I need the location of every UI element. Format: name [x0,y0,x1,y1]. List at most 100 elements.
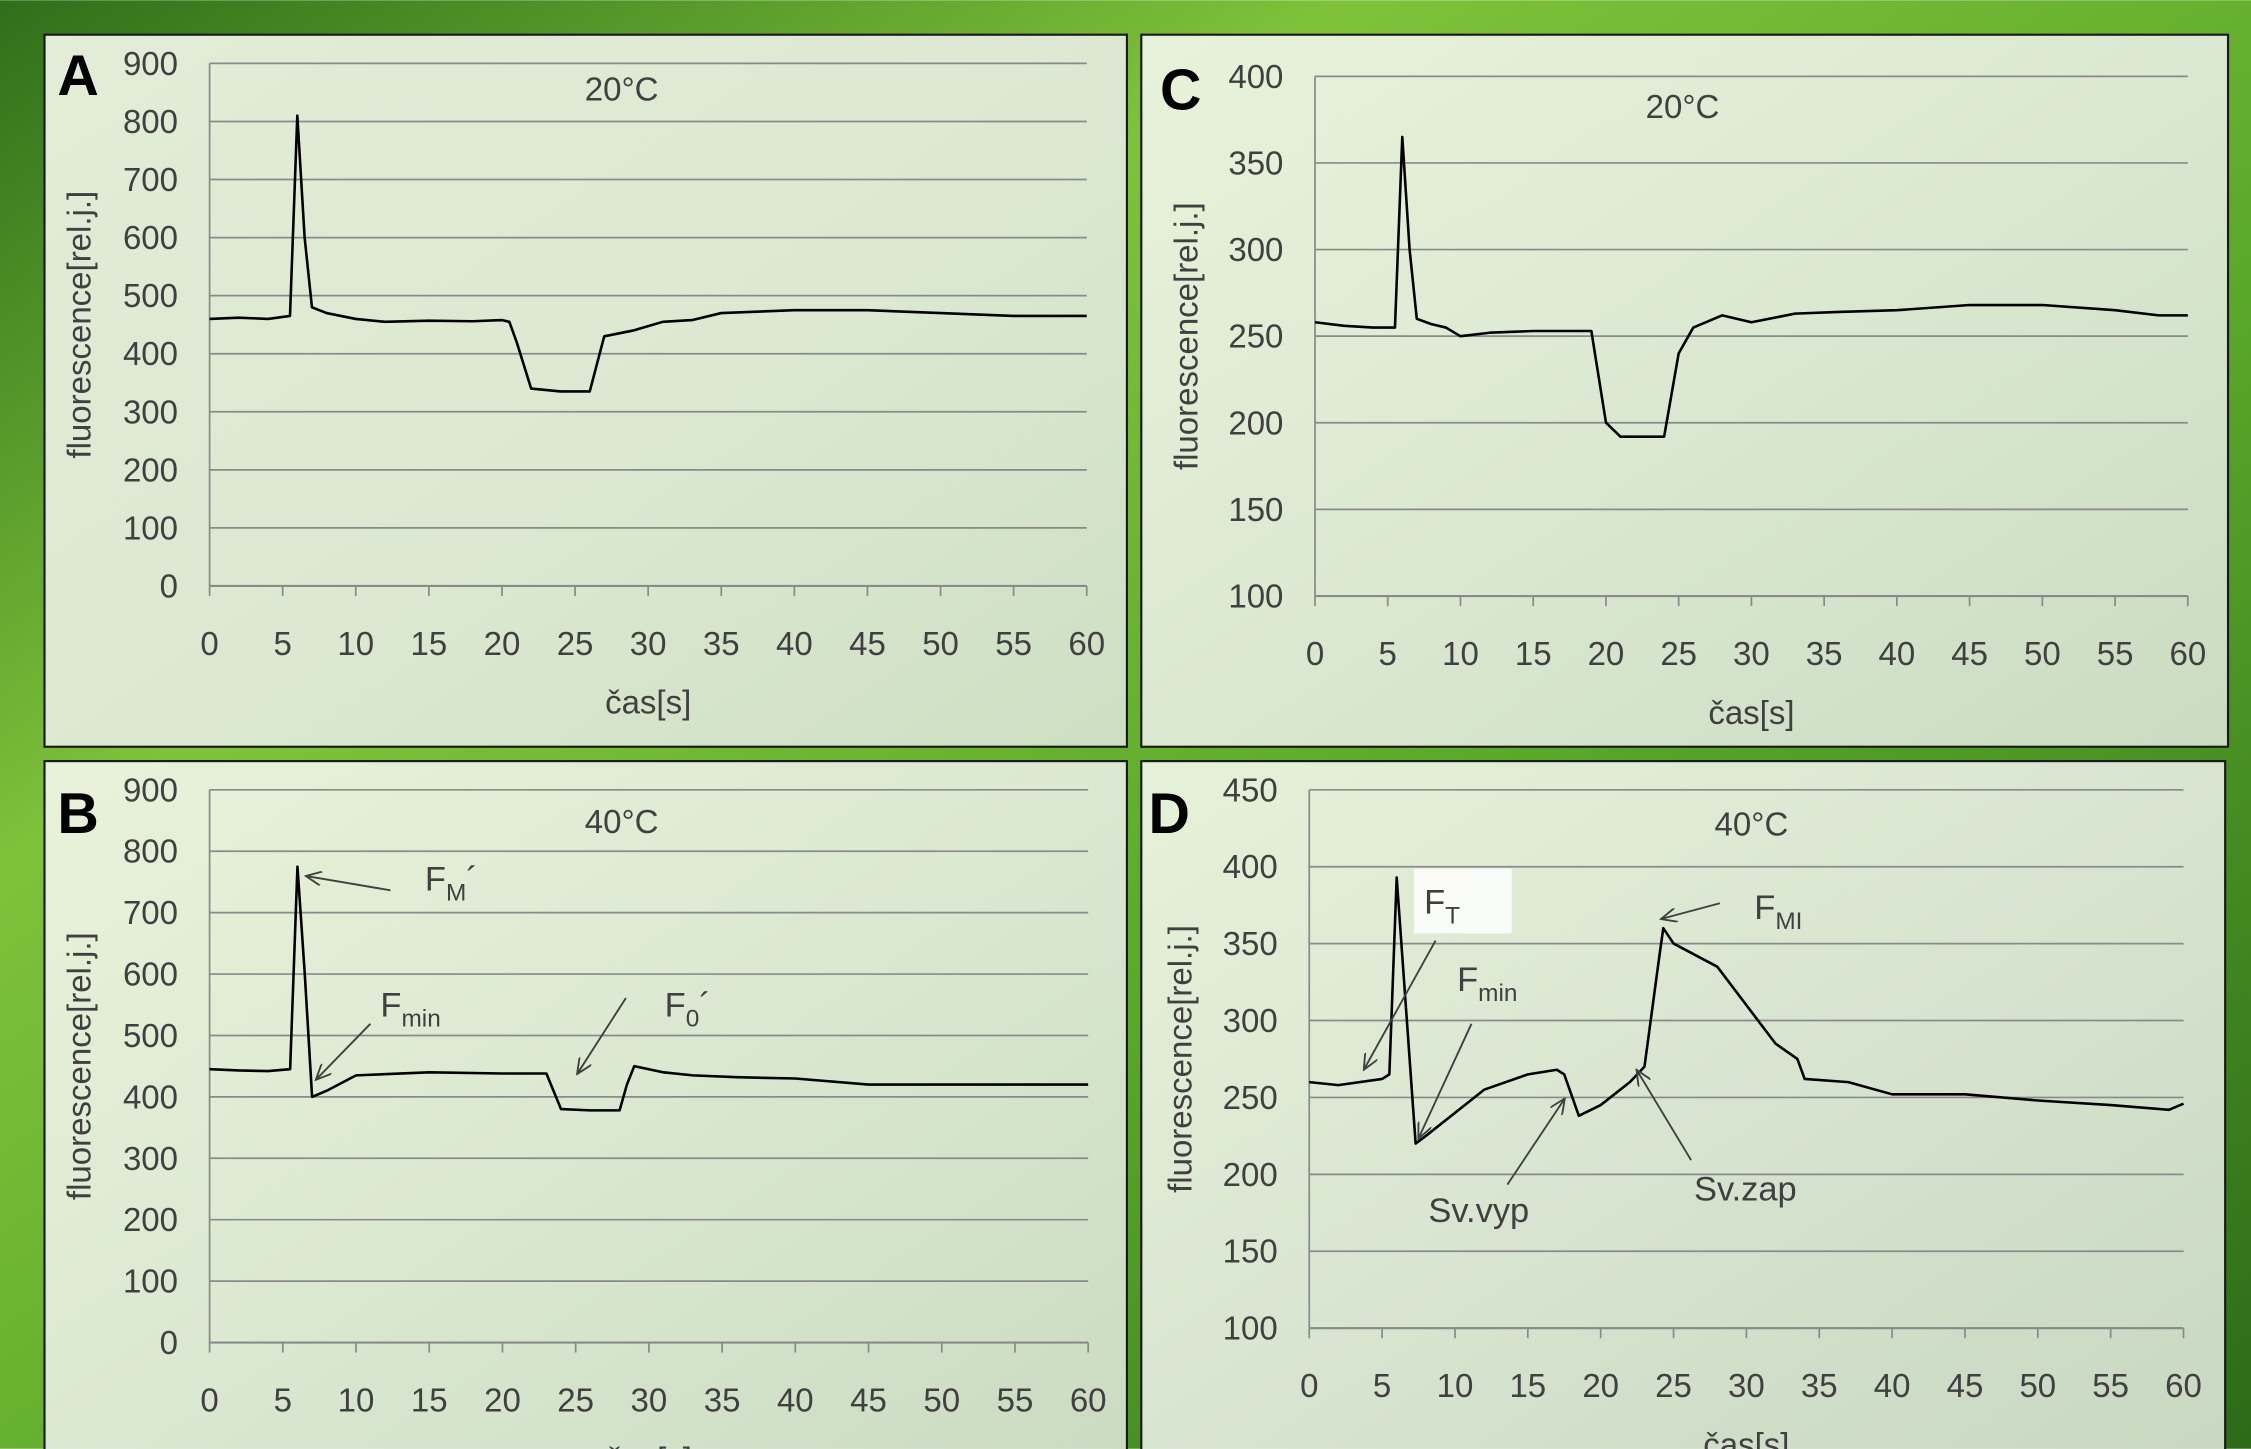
annotation-main: F [425,860,446,898]
x-tick-label: 40 [1879,635,1916,672]
annotation-arrow [1506,1098,1564,1186]
annotation: FT [1424,883,1460,929]
x-axis-label: čas[s] [606,1440,692,1449]
x-tick-label: 50 [2019,1367,2056,1404]
x-tick-label: 60 [2165,1367,2202,1404]
annotation: Sv.vyp [1428,1192,1529,1230]
annotation-main: F [1754,889,1775,927]
chart-title: 40°C [585,803,659,840]
x-tick-label: 30 [630,625,667,662]
y-tick-label: 600 [123,956,178,993]
x-tick-label: 20 [1582,1367,1619,1404]
y-axis-label: fluorescence[rel.j.] [60,191,97,459]
x-tick-label: 35 [1806,635,1843,672]
y-tick-label: 100 [123,509,178,546]
annotation-main: Sv.vyp [1428,1192,1529,1230]
annotation-sub: M [446,879,466,906]
x-tick-label: 0 [1300,1367,1318,1404]
x-axis-label: čas[s] [605,684,691,721]
annotation-main: F [380,987,401,1025]
x-tick-label: 55 [997,1381,1034,1418]
y-tick-label: 700 [123,161,178,198]
annotation-sub: 0 [686,1006,700,1033]
annotation-box [1414,868,1512,934]
panel-letter: A [57,44,98,108]
y-tick-label: 200 [1228,404,1283,441]
y-tick-label: 300 [123,393,178,430]
x-axis-label: čas[s] [1708,694,1794,731]
y-tick-label: 200 [123,451,178,488]
y-tick-label: 450 [1223,771,1278,808]
x-tick-label: 0 [200,1381,218,1418]
y-tick-label: 100 [123,1263,178,1300]
y-axis-label: fluorescence[rel.j.] [1162,925,1199,1193]
panel-letter: C [1160,58,1201,122]
y-tick-label: 0 [160,1324,178,1361]
panel-letter: D [1148,782,1189,846]
y-tick-label: 400 [123,335,178,372]
y-tick-label: 200 [123,1201,178,1238]
x-tick-label: 20 [484,1381,521,1418]
annotation-arrow [1637,1070,1692,1161]
x-tick-label: 45 [850,1381,887,1418]
y-tick-label: 800 [123,103,178,140]
annotation-arrow [316,1023,372,1080]
y-axis-label: fluorescence[rel.j.] [1167,202,1204,470]
y-tick-label: 500 [123,1017,178,1054]
x-tick-label: 25 [557,1381,594,1418]
x-tick-label: 10 [1442,635,1479,672]
x-tick-label: 5 [1373,1367,1391,1404]
y-tick-label: 250 [1228,318,1283,355]
annotation-arrow [577,997,627,1074]
x-tick-label: 0 [1306,635,1324,672]
x-tick-label: 40 [1874,1367,1911,1404]
data-line [209,865,1089,1112]
panel-frame [1140,33,2230,748]
x-tick-label: 45 [1947,1367,1984,1404]
annotation-main: F [665,987,686,1025]
x-tick-label: 20 [484,625,521,662]
x-tick-label: 30 [1733,635,1770,672]
x-tick-label: 10 [1437,1367,1474,1404]
data-line [1314,135,2188,438]
panel-frame [1140,760,2227,1449]
chart-title: 20°C [1646,88,1720,125]
y-tick-label: 300 [123,1140,178,1177]
annotation-arrow [1661,902,1721,919]
y-tick-label: 250 [1223,1079,1278,1116]
x-tick-label: 25 [1655,1367,1692,1404]
x-tick-label: 55 [2097,635,2134,672]
data-line [209,114,1087,393]
y-tick-label: 100 [1228,577,1283,614]
annotation: FMI [1754,889,1802,935]
annotation-sub: min [1478,980,1517,1007]
x-axis-label: čas[s] [1703,1426,1789,1449]
annotation-main: F [1424,883,1445,921]
x-tick-label: 25 [1660,635,1697,672]
y-tick-label: 300 [1223,1002,1278,1039]
x-tick-label: 10 [337,625,374,662]
annotation: Fmin [1457,961,1517,1007]
x-tick-label: 10 [338,1381,375,1418]
panel-letter: B [57,782,98,846]
annotation-main: Sv.zap [1694,1170,1797,1208]
x-tick-label: 5 [274,1381,292,1418]
annotation-tail: ´ [699,987,710,1025]
x-tick-label: 40 [776,625,813,662]
x-tick-label: 15 [411,1381,448,1418]
y-tick-label: 0 [160,567,178,604]
y-tick-label: 350 [1223,925,1278,962]
x-tick-label: 45 [849,625,886,662]
x-tick-label: 40 [777,1381,814,1418]
annotation: Fmin [380,987,440,1033]
annotation-sub: T [1445,902,1460,929]
panel: 100 150 200 250 300 350 400 450 0 5 10 15 20 25 30 35 40… [1140,760,2227,1449]
x-tick-label: 35 [704,1381,741,1418]
x-tick-label: 5 [1379,635,1397,672]
x-tick-label: 50 [923,1381,960,1418]
x-tick-label: 20 [1588,635,1625,672]
